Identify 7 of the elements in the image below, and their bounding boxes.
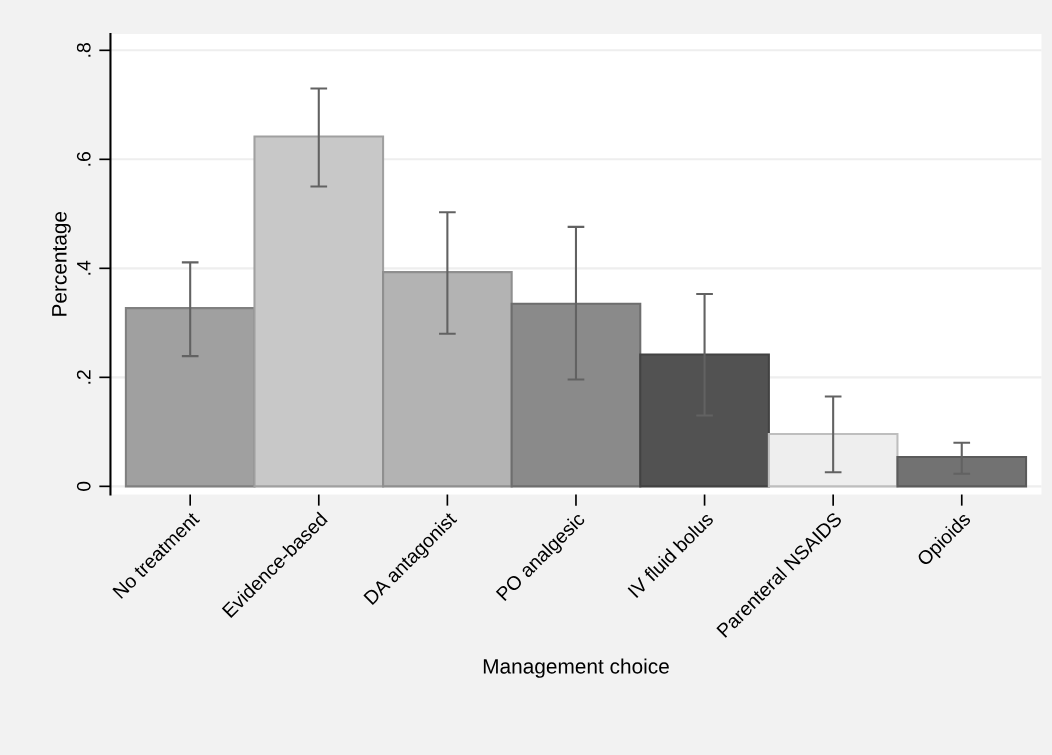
y-tick-label: .2 [76, 370, 91, 384]
y-tick-label: .4 [77, 260, 91, 275]
y-tick-label: .6 [76, 152, 91, 166]
x-axis-title: Management choice [483, 658, 669, 678]
y-tick-label: .8 [76, 43, 91, 57]
y-axis-title: Percentage [52, 211, 71, 316]
y-tick-label: 0 [76, 481, 91, 491]
